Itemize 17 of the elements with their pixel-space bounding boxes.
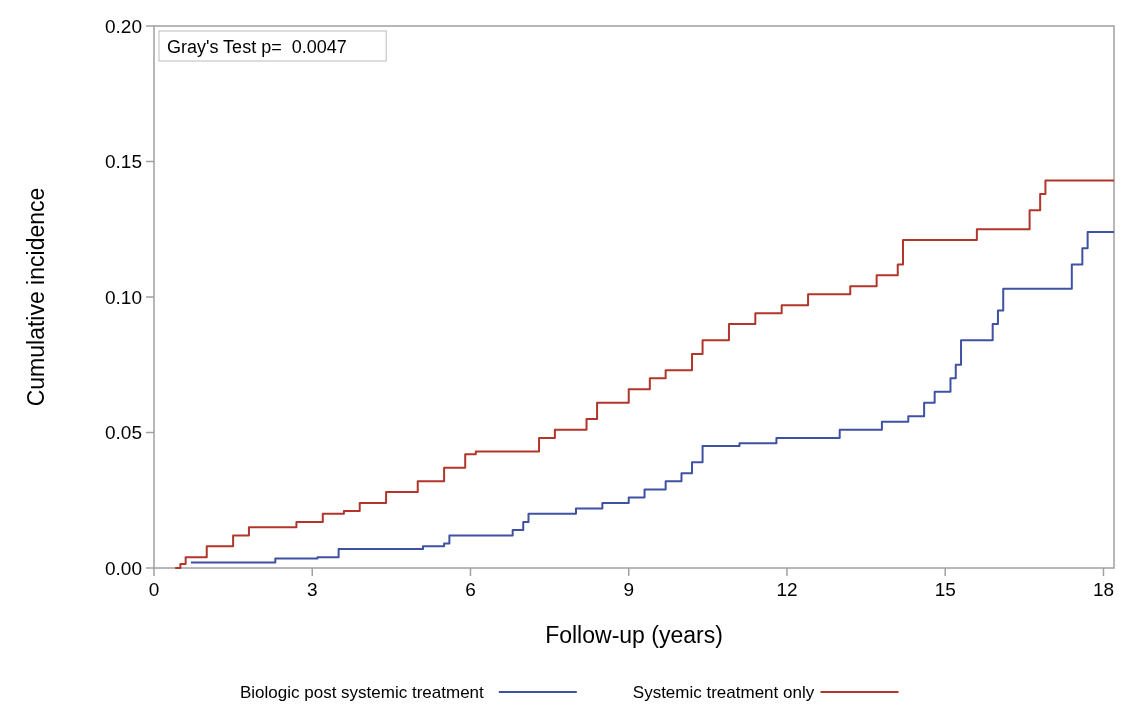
legend-label: Biologic post systemic treatment xyxy=(240,683,485,702)
x-tick-label: 12 xyxy=(776,579,798,600)
y-tick-label: 0.05 xyxy=(105,422,142,444)
x-tick-label: 18 xyxy=(1092,579,1115,600)
annotation: Gray's Test p= 0.0047 xyxy=(167,37,347,57)
y-tick-label: 0.00 xyxy=(105,557,142,579)
x-tick-label: 15 xyxy=(934,579,956,600)
legend-label: Systemic treatment only xyxy=(632,683,815,702)
x-axis-title: Follow-up (years) xyxy=(545,622,723,648)
y-tick-label: 0.10 xyxy=(105,286,142,308)
y-tick-label: 0.20 xyxy=(105,15,142,37)
x-tick-label: 0 xyxy=(148,579,160,600)
y-tick-label: 0.15 xyxy=(105,151,142,173)
x-tick-label: 6 xyxy=(465,579,476,600)
y-axis-title: Cumulative incidence xyxy=(23,187,49,407)
x-tick-label: 9 xyxy=(623,579,635,600)
x-tick-label: 3 xyxy=(306,579,318,600)
